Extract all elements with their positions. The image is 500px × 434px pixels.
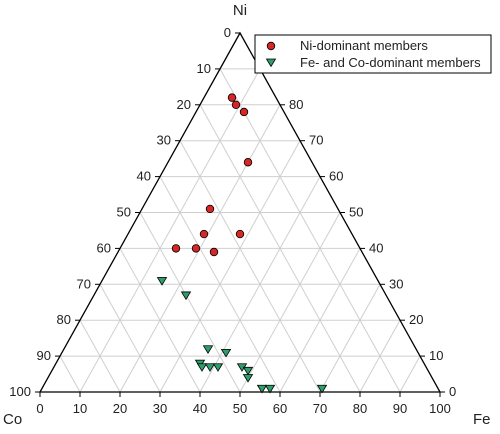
tick-label-fe-20: 20: [113, 401, 127, 416]
tick-label-fe-30: 30: [153, 401, 167, 416]
grid-line-co-60: [119, 248, 201, 393]
grid-line-fe-70: [319, 284, 381, 393]
tick-label-co-100: 100: [9, 384, 31, 399]
tick-label-ni-20: 20: [409, 312, 423, 327]
point-series1-10: [242, 374, 254, 383]
tick-label-co-70: 70: [77, 276, 91, 291]
legend: Ni-dominant members Fe- and Co-dominant …: [254, 34, 492, 74]
tick-label-co-20: 20: [177, 97, 191, 112]
grid-layer: [59, 68, 421, 393]
tick-label-ni-50: 50: [349, 205, 363, 220]
point-series0-8: [209, 247, 219, 257]
point-series0-2: [239, 107, 249, 117]
tick-label-fe-40: 40: [193, 401, 207, 416]
grid-line-co-50: [139, 212, 241, 393]
data-points: [156, 93, 328, 394]
corner-label-co: Co: [3, 411, 22, 428]
grid-line-fe-60: [279, 248, 361, 393]
tick-label-ni-10: 10: [429, 348, 443, 363]
grid-line-fe-90: [399, 355, 421, 393]
point-series1-0: [156, 277, 168, 286]
grid-line-co-10: [219, 68, 401, 393]
tick-label-fe-0: 0: [36, 401, 43, 416]
point-series1-11: [256, 384, 268, 394]
point-series1-6: [204, 363, 216, 372]
grid-line-fe-10: [79, 68, 261, 393]
corner-label-fe: Fe: [473, 411, 491, 428]
grid-line-co-80: [79, 319, 121, 393]
point-series1-3: [220, 348, 232, 358]
point-series1-12: [264, 384, 276, 394]
grid-line-fe-50: [239, 212, 341, 393]
point-series1-5: [196, 363, 208, 372]
grid-line-co-90: [59, 355, 81, 393]
tick-label-fe-60: 60: [273, 401, 287, 416]
tick-label-co-0: 0: [224, 25, 231, 40]
tick-label-co-60: 60: [97, 240, 111, 255]
tick-label-ni-0: 0: [449, 384, 456, 399]
grid-line-fe-80: [359, 319, 401, 393]
tick-label-fe-50: 50: [233, 401, 247, 416]
tick-label-co-30: 30: [157, 133, 171, 148]
legend-label-fe-co-dominant: Fe- and Co-dominant members: [300, 55, 481, 70]
point-series1-9: [242, 366, 254, 376]
point-series0-3: [243, 158, 253, 167]
point-series0-0: [227, 93, 237, 102]
tick-label-fe-100: 100: [429, 401, 451, 416]
tick-label-ni-40: 40: [369, 240, 383, 255]
tick-label-ni-30: 30: [389, 276, 403, 291]
point-series0-5: [199, 229, 209, 239]
tick-label-fe-80: 80: [353, 401, 367, 416]
legend-label-ni-dominant: Ni-dominant members: [300, 38, 428, 53]
grid-line-fe-30: [159, 140, 301, 393]
tick-label-ni-70: 70: [309, 133, 323, 148]
tick-label-co-40: 40: [137, 169, 151, 184]
tick-label-co-80: 80: [57, 312, 71, 327]
point-series1-1: [180, 291, 192, 301]
tick-label-fe-10: 10: [73, 401, 87, 416]
point-series0-7: [191, 244, 201, 253]
point-series0-9: [171, 244, 181, 253]
tick-label-co-50: 50: [117, 205, 131, 220]
tick-label-ni-80: 80: [289, 97, 303, 112]
tick-label-fe-70: 70: [313, 401, 327, 416]
tick-labels: 0 0 0 10 10 10 20 20 20 30 30 30 40 40 40 50 50 50 60 60 60 7…: [9, 25, 456, 416]
legend-marker-fe-co-dominant: [265, 58, 277, 68]
tick-label-co-90: 90: [37, 348, 51, 363]
point-series0-1: [231, 100, 241, 109]
point-series1-2: [202, 345, 214, 354]
point-series0-6: [235, 229, 245, 239]
point-series0-4: [205, 204, 215, 214]
tick-label-ni-60: 60: [329, 169, 343, 184]
legend-box: [254, 34, 492, 74]
tick-label-fe-90: 90: [393, 401, 407, 416]
point-series1-7: [212, 363, 224, 372]
point-series1-13: [316, 384, 328, 394]
legend-marker-ni-dominant: [266, 41, 276, 51]
grid-line-co-30: [179, 140, 321, 393]
tick-label-co-10: 10: [197, 61, 211, 76]
grid-line-co-70: [99, 284, 161, 393]
corner-label-ni: Ni: [233, 2, 247, 19]
